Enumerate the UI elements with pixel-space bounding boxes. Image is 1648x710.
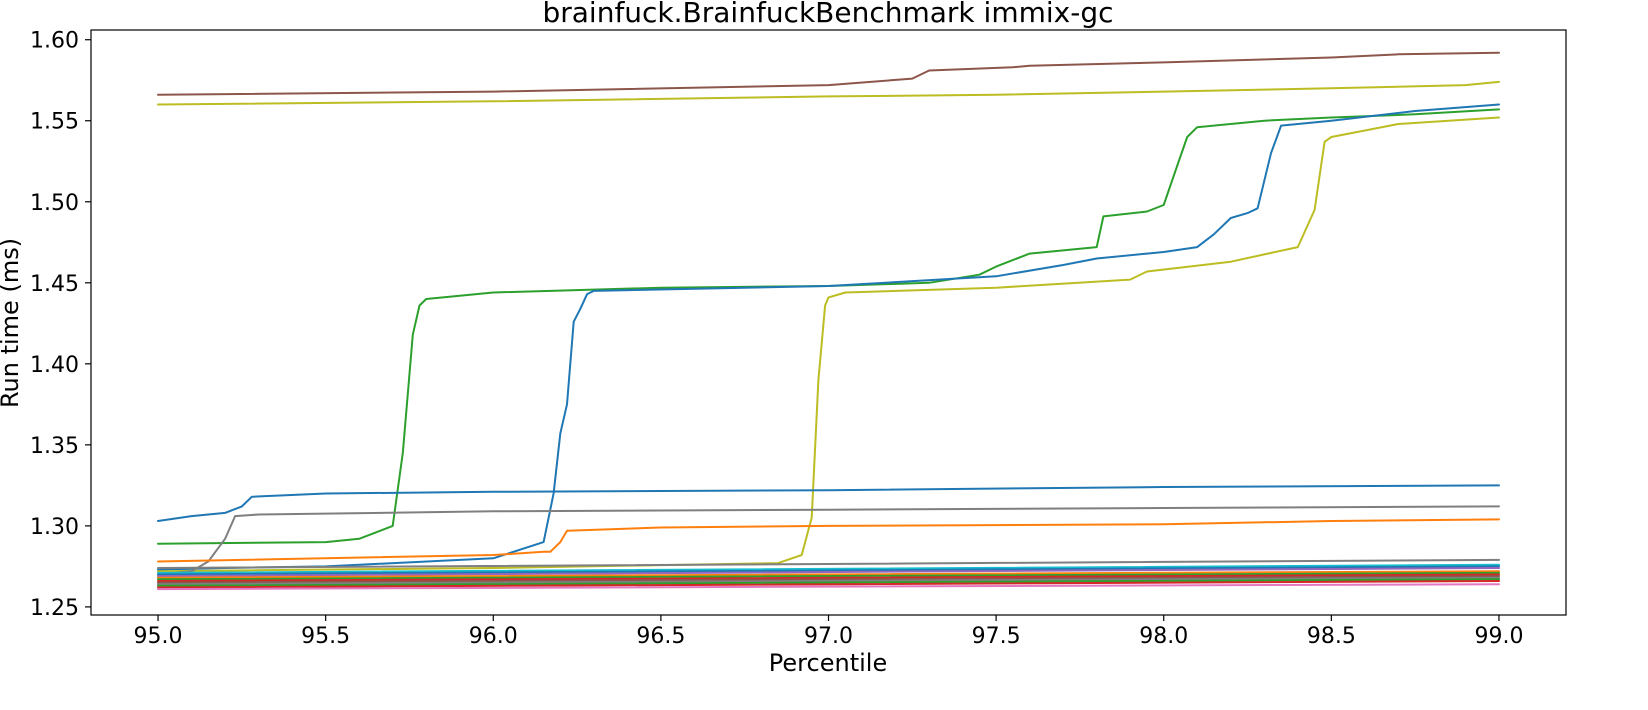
x-axis: 95.0 95.5 96.0 96.5 97.0 97.5 98.0 98.5 99.0	[134, 615, 1523, 649]
x-tick-label: 95.5	[301, 624, 350, 649]
series-line-6	[157, 484, 1500, 522]
series-line-15	[157, 573, 1500, 582]
y-tick-label: 1.60	[30, 29, 79, 54]
x-tick-label: 97.0	[804, 624, 853, 649]
series-line-14	[157, 571, 1500, 581]
series-line-1	[157, 51, 1500, 96]
series-line-20	[157, 583, 1500, 591]
y-tick-label: 1.55	[30, 110, 79, 135]
series-line-13	[157, 570, 1500, 579]
series-line-7	[157, 505, 1500, 576]
y-tick-label: 1.35	[30, 434, 79, 459]
x-tick-label: 99.0	[1474, 624, 1523, 649]
x-tick-label: 96.5	[636, 624, 685, 649]
x-tick-label: 96.0	[469, 624, 518, 649]
series-line-17	[157, 576, 1500, 586]
y-tick-label: 1.25	[30, 596, 79, 621]
series-line-12	[157, 567, 1500, 578]
series-line-9	[157, 558, 1500, 569]
y-tick-label: 1.50	[30, 191, 79, 216]
x-tick-label: 98.0	[1139, 624, 1188, 649]
y-tick-label: 1.30	[30, 515, 79, 540]
series-line-19	[157, 580, 1500, 589]
series-line-10	[157, 563, 1500, 574]
x-tick-label: 95.0	[134, 624, 183, 649]
chart-title: brainfuck.BrainfuckBenchmark immix-gc	[542, 0, 1113, 29]
series-line-5	[157, 116, 1500, 573]
x-axis-label: Percentile	[769, 649, 887, 677]
series-line-18	[157, 578, 1500, 587]
series-line-16	[157, 575, 1500, 584]
series-line-4	[157, 103, 1500, 571]
x-tick-label: 97.5	[972, 624, 1021, 649]
series-line-11	[157, 565, 1500, 576]
series-line-3	[157, 108, 1500, 545]
y-tick-label: 1.45	[30, 272, 79, 297]
series-line-8	[157, 518, 1500, 563]
y-axis-label: Run time (ms)	[0, 238, 24, 408]
series-line-2	[157, 80, 1500, 106]
x-tick-label: 98.5	[1307, 624, 1356, 649]
plot-lines	[157, 51, 1500, 591]
y-axis: 1.25 1.30 1.35 1.40 1.45 1.50 1.55 1.60	[30, 29, 91, 621]
y-tick-label: 1.40	[30, 353, 79, 378]
